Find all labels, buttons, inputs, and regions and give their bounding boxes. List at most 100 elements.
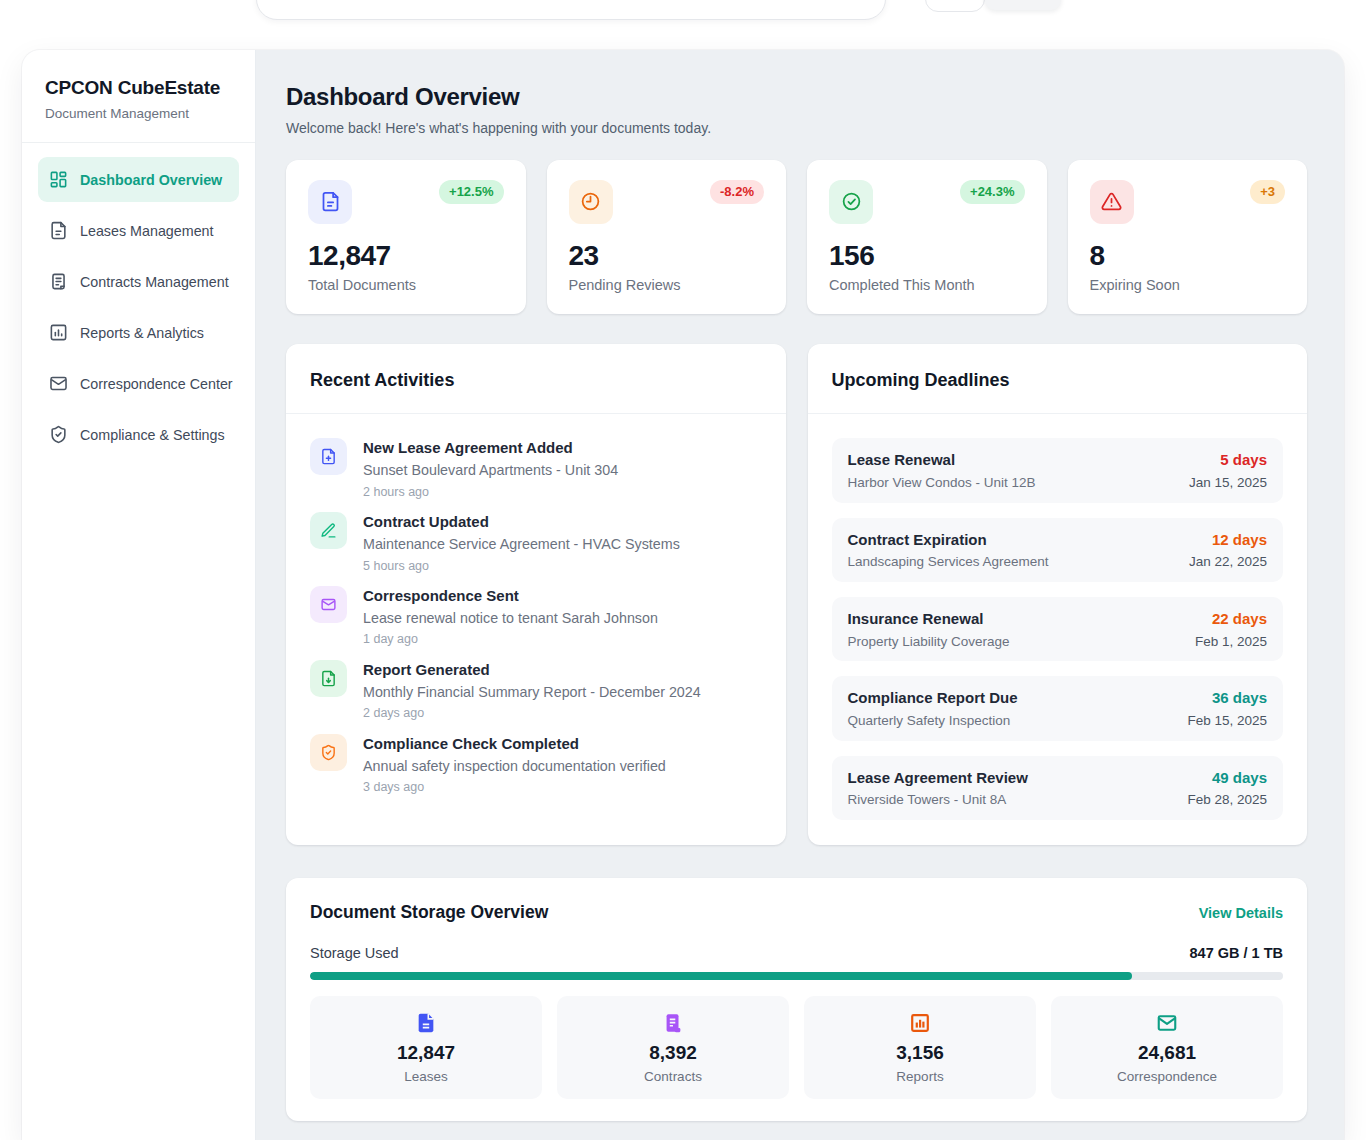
contract-scroll-icon (662, 1012, 684, 1034)
sidebar: CPCON CubeEstate Document Management Das… (22, 50, 256, 1140)
sidebar-header: CPCON CubeEstate Document Management (22, 50, 255, 142)
panel-title: Recent Activities (310, 370, 454, 390)
category-value: 12,847 (320, 1043, 532, 1064)
storage-used-label: Storage Used (310, 946, 399, 961)
storage-category-leases: 12,847 Leases (310, 996, 542, 1099)
mail-send-icon (310, 586, 347, 623)
deadline-date: Jan 15, 2025 (1189, 476, 1267, 491)
deadline-title: Lease Renewal (848, 452, 1036, 469)
activity-title: New Lease Agreement Added (363, 438, 618, 457)
clock-icon (569, 180, 613, 224)
deadline-title: Contract Expiration (848, 532, 1049, 549)
deadline-subtitle: Quarterly Safety Inspection (848, 714, 1018, 729)
storage-progress-fill (310, 972, 1132, 980)
activity-item: New Lease Agreement Added Sunset Bouleva… (310, 438, 762, 499)
category-value: 8,392 (567, 1043, 779, 1064)
sidebar-item-label: Correspondence Center (80, 376, 233, 392)
activity-subtitle: Maintenance Service Agreement - HVAC Sys… (363, 537, 680, 553)
stat-value: 8 (1090, 241, 1286, 272)
deadline-subtitle: Harbor View Condos - Unit 12B (848, 476, 1036, 491)
deadline-item: Lease Agreement Review Riverside Towers … (832, 756, 1284, 820)
upcoming-deadlines-panel: Upcoming Deadlines Lease Renewal Harbor … (808, 344, 1308, 845)
search-input[interactable] (257, 0, 885, 19)
deadline-date: Feb 15, 2025 (1187, 714, 1267, 729)
sidebar-item-label: Dashboard Overview (80, 172, 222, 188)
deadline-item: Insurance Renewal Property Liability Cov… (832, 597, 1284, 661)
stat-label: Completed This Month (829, 278, 1025, 294)
shield-check-icon (310, 734, 347, 771)
deadline-item: Contract Expiration Landscaping Services… (832, 518, 1284, 582)
storage-progress-track (310, 972, 1283, 980)
stat-card-completed-this-month: +24.3% 156 Completed This Month (807, 160, 1047, 315)
stat-value: 23 (569, 241, 765, 272)
page-title: Dashboard Overview (286, 83, 1307, 111)
activity-item: Contract Updated Maintenance Service Agr… (310, 512, 762, 573)
category-label: Reports (814, 1070, 1026, 1085)
trend-badge: +3 (1250, 180, 1285, 204)
deadline-subtitle: Property Liability Coverage (848, 635, 1010, 650)
trend-badge: +24.3% (960, 180, 1024, 204)
storage-category-correspondence: 24,681 Correspondence (1051, 996, 1283, 1099)
mail-icon (49, 374, 68, 393)
main-content: Dashboard Overview Welcome back! Here's … (256, 50, 1344, 1140)
deadline-subtitle: Riverside Towers - Unit 8A (848, 793, 1028, 808)
sidebar-item-contracts-management[interactable]: Contracts Management (38, 259, 239, 304)
sidebar-item-label: Leases Management (80, 223, 214, 239)
trend-badge: -8.2% (710, 180, 764, 204)
sidebar-item-correspondence-center[interactable]: Correspondence Center (38, 361, 239, 406)
contract-file-icon (49, 272, 68, 291)
category-label: Leases (320, 1070, 532, 1085)
activity-time: 1 day ago (363, 633, 658, 647)
sidebar-item-label: Compliance & Settings (80, 427, 225, 443)
deadline-days: 5 days (1189, 452, 1267, 469)
brand-title: CPCON CubeEstate (45, 77, 232, 99)
deadline-days: 12 days (1189, 532, 1267, 549)
activity-time: 3 days ago (363, 781, 666, 795)
deadline-title: Lease Agreement Review (848, 770, 1028, 787)
deadline-item: Compliance Report Due Quarterly Safety I… (832, 676, 1284, 740)
activity-item: Correspondence Sent Lease renewal notice… (310, 586, 762, 647)
topbar-pill-button[interactable] (925, 0, 985, 12)
panel-title: Upcoming Deadlines (832, 370, 1010, 390)
document-icon (415, 1012, 437, 1034)
activity-item: Report Generated Monthly Financial Summa… (310, 660, 762, 721)
file-plus-icon (310, 438, 347, 475)
deadline-date: Feb 1, 2025 (1195, 635, 1267, 650)
category-label: Contracts (567, 1070, 779, 1085)
activity-subtitle: Sunset Boulevard Apartments - Unit 304 (363, 463, 618, 479)
deadline-date: Feb 28, 2025 (1187, 793, 1267, 808)
page-subtitle: Welcome back! Here's what's happening wi… (286, 120, 1307, 136)
stats-row: +12.5% 12,847 Total Documents -8.2% 23 P… (286, 160, 1307, 315)
app-container: CPCON CubeEstate Document Management Das… (22, 50, 1344, 1140)
deadline-days: 22 days (1195, 611, 1267, 628)
sidebar-item-reports-analytics[interactable]: Reports & Analytics (38, 310, 239, 355)
activity-subtitle: Monthly Financial Summary Report - Decem… (363, 685, 701, 701)
deadline-item: Lease Renewal Harbor View Condos - Unit … (832, 438, 1284, 502)
storage-categories: 12,847 Leases 8,392 Contracts 3,156 Repo… (310, 996, 1283, 1099)
deadline-days: 49 days (1187, 770, 1267, 787)
search-bar[interactable] (256, 0, 886, 20)
stat-card-total-documents: +12.5% 12,847 Total Documents (286, 160, 526, 315)
stat-card-pending-reviews: -8.2% 23 Pending Reviews (547, 160, 787, 315)
view-details-link[interactable]: View Details (1199, 905, 1283, 921)
stat-label: Pending Reviews (569, 278, 765, 294)
activity-subtitle: Lease renewal notice to tenant Sarah Joh… (363, 611, 658, 627)
file-download-icon (310, 660, 347, 697)
stat-card-expiring-soon: +3 8 Expiring Soon (1068, 160, 1308, 315)
sidebar-item-compliance-settings[interactable]: Compliance & Settings (38, 412, 239, 457)
storage-overview-panel: Document Storage Overview View Details S… (286, 878, 1307, 1120)
sidebar-item-dashboard-overview[interactable]: Dashboard Overview (38, 157, 239, 202)
panels-row: Recent Activities New Lease Agreement Ad… (286, 344, 1307, 845)
stat-label: Total Documents (308, 278, 504, 294)
activity-time: 5 hours ago (363, 560, 680, 574)
storage-title: Document Storage Overview (310, 902, 548, 923)
sidebar-item-leases-management[interactable]: Leases Management (38, 208, 239, 253)
activity-item: Compliance Check Completed Annual safety… (310, 734, 762, 795)
recent-activities-panel: Recent Activities New Lease Agreement Ad… (286, 344, 786, 845)
storage-category-contracts: 8,392 Contracts (557, 996, 789, 1099)
edit-pen-icon (310, 512, 347, 549)
topbar-secondary-button[interactable] (985, 0, 1061, 10)
document-icon (308, 180, 352, 224)
bar-chart-icon (909, 1012, 931, 1034)
activity-title: Compliance Check Completed (363, 734, 666, 753)
